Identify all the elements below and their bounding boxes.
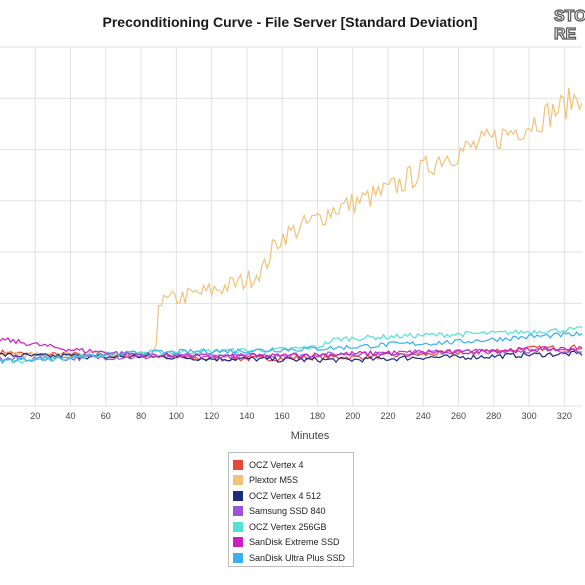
x-tick-label-7: 160 (275, 411, 290, 421)
x-axis-label: Minutes (291, 430, 330, 442)
storage-review-logo: STO RE (553, 7, 585, 43)
x-tick-label-15: 320 (557, 411, 572, 421)
x-tick-label-10: 220 (380, 411, 395, 421)
series-lines (0, 87, 583, 365)
x-tick-label-1: 40 (66, 411, 76, 421)
legend-item-4: OCZ Vertex 256GB (233, 519, 353, 535)
chart-title: Preconditioning Curve - File Server [Sta… (102, 14, 478, 30)
legend-item-0: OCZ Vertex 4 (233, 457, 353, 473)
series-line-1 (0, 87, 583, 358)
legend-swatch-1 (233, 475, 243, 486)
legend-item-5: SanDisk Extreme SSD (233, 535, 353, 551)
gridlines (0, 46, 582, 407)
logo-line-1: STO (554, 8, 585, 25)
legend-swatch-6 (233, 552, 243, 563)
legend-item-3: Samsung SSD 840 (233, 504, 353, 520)
legend-swatch-5 (233, 537, 243, 548)
legend-item-1: Plextor M5S (233, 473, 353, 489)
legend-swatch-0 (233, 459, 243, 470)
x-tick-label-13: 280 (486, 411, 501, 421)
legend-label-6: SanDisk Ultra Plus SSD (249, 552, 346, 563)
x-tick-label-5: 120 (204, 411, 219, 421)
legend-label-3: Samsung SSD 840 (249, 506, 326, 517)
series-line-6 (0, 331, 583, 365)
series-line-5 (0, 337, 583, 360)
x-tick-label-0: 20 (30, 411, 40, 421)
legend-label-4: OCZ Vertex 256GB (249, 521, 327, 532)
x-tick-label-6: 140 (239, 411, 254, 421)
legend-item-2: OCZ Vertex 4 512 (233, 488, 353, 504)
x-tick-label-8: 180 (310, 411, 325, 421)
x-tick-label-2: 60 (101, 411, 111, 421)
x-tick-label-12: 260 (451, 411, 466, 421)
x-tick-labels: 20 40 60 80 100 120 140 160 180 200 220 240 260 280 30… (30, 411, 572, 421)
legend-label-5: SanDisk Extreme SSD (249, 537, 340, 548)
legend-label-2: OCZ Vertex 4 512 (249, 490, 322, 501)
x-tick-label-11: 240 (416, 411, 431, 421)
legend-label-1: Plextor M5S (249, 475, 299, 486)
legend-swatch-3 (233, 506, 243, 517)
logo-line-2: RE (554, 26, 577, 43)
legend: OCZ Vertex 4 Plextor M5S OCZ Vertex 4 512 S… (228, 452, 354, 567)
legend-swatch-2 (233, 490, 243, 501)
x-tick-label-4: 100 (169, 411, 184, 421)
x-tick-label-9: 200 (345, 411, 360, 421)
legend-label-0: OCZ Vertex 4 (249, 459, 304, 470)
series-line-4 (0, 326, 583, 364)
x-tick-label-14: 300 (522, 411, 537, 421)
x-tick-label-3: 80 (136, 411, 146, 421)
legend-swatch-4 (233, 521, 243, 532)
legend-item-6: SanDisk Ultra Plus SSD (233, 550, 353, 566)
